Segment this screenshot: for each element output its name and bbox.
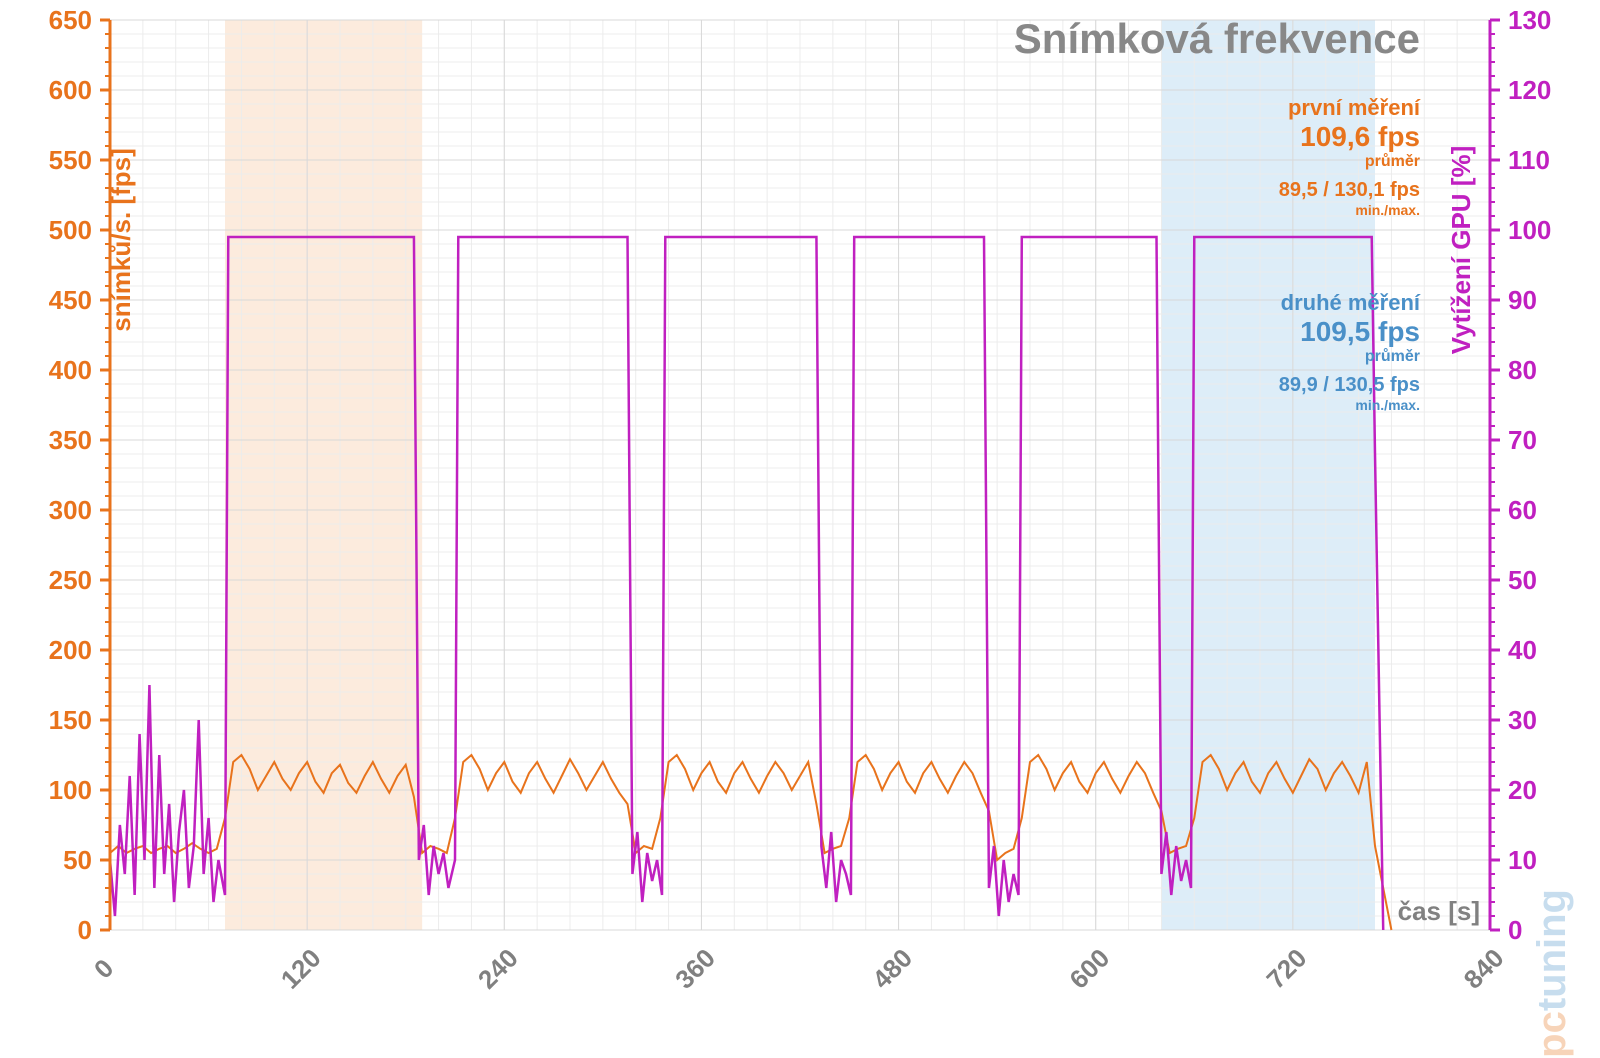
- svg-text:10: 10: [1508, 845, 1537, 875]
- svg-text:600: 600: [49, 75, 92, 105]
- svg-text:60: 60: [1508, 495, 1537, 525]
- svg-text:110: 110: [1508, 145, 1550, 175]
- svg-text:300: 300: [49, 495, 92, 525]
- svg-text:80: 80: [1508, 355, 1537, 385]
- legend-run2: druhé měření 109,5 fps průměr 89,9 / 130…: [1279, 290, 1420, 413]
- watermark-logo: pctuning: [1530, 889, 1575, 1058]
- svg-text:720: 720: [1261, 943, 1313, 995]
- svg-text:40: 40: [1508, 635, 1537, 665]
- svg-text:0: 0: [1508, 915, 1522, 945]
- svg-text:30: 30: [1508, 705, 1537, 735]
- legend-run2-avg: průměr: [1279, 348, 1420, 366]
- svg-text:20: 20: [1508, 775, 1537, 805]
- legend-run2-minmax: 89,9 / 130,5 fps: [1279, 374, 1420, 397]
- legend-run1-avg: průměr: [1279, 153, 1420, 171]
- legend-run1-minmax: 89,5 / 130,1 fps: [1279, 179, 1420, 202]
- svg-text:Vytížení GPU [%]: Vytížení GPU [%]: [1446, 146, 1476, 355]
- svg-text:70: 70: [1508, 425, 1537, 455]
- svg-text:480: 480: [866, 943, 918, 995]
- svg-text:120: 120: [1508, 75, 1551, 105]
- svg-text:500: 500: [49, 215, 92, 245]
- chart-title: Snímková frekvence: [1014, 15, 1420, 63]
- svg-text:360: 360: [669, 943, 721, 995]
- svg-text:130: 130: [1508, 5, 1551, 35]
- svg-text:100: 100: [1508, 215, 1551, 245]
- fps-chart: 0501001502002503003504004505005506006500…: [0, 0, 1600, 1009]
- legend-run2-minmax-label: min./max.: [1279, 397, 1420, 413]
- legend-run1-title: první měření: [1279, 95, 1420, 121]
- svg-text:120: 120: [275, 943, 327, 995]
- svg-text:550: 550: [49, 145, 92, 175]
- svg-text:240: 240: [472, 943, 524, 995]
- legend-run1: první měření 109,6 fps průměr 89,5 / 130…: [1279, 95, 1420, 218]
- svg-text:650: 650: [49, 5, 92, 35]
- svg-text:čas [s]: čas [s]: [1398, 896, 1480, 926]
- svg-text:350: 350: [49, 425, 92, 455]
- legend-run2-title: druhé měření: [1279, 290, 1420, 316]
- svg-text:600: 600: [1063, 943, 1115, 995]
- svg-text:150: 150: [49, 705, 92, 735]
- svg-text:100: 100: [49, 775, 92, 805]
- svg-text:0: 0: [78, 915, 92, 945]
- svg-text:450: 450: [49, 285, 92, 315]
- legend-run1-minmax-label: min./max.: [1279, 202, 1420, 218]
- svg-text:snímků/s. [fps]: snímků/s. [fps]: [106, 148, 136, 331]
- svg-text:0: 0: [88, 953, 119, 984]
- svg-text:250: 250: [49, 565, 92, 595]
- svg-text:840: 840: [1458, 943, 1510, 995]
- legend-run1-value: 109,6 fps: [1279, 121, 1420, 153]
- legend-run2-value: 109,5 fps: [1279, 316, 1420, 348]
- svg-text:50: 50: [63, 845, 92, 875]
- svg-text:90: 90: [1508, 285, 1537, 315]
- svg-text:400: 400: [49, 355, 92, 385]
- svg-text:50: 50: [1508, 565, 1537, 595]
- svg-text:200: 200: [49, 635, 92, 665]
